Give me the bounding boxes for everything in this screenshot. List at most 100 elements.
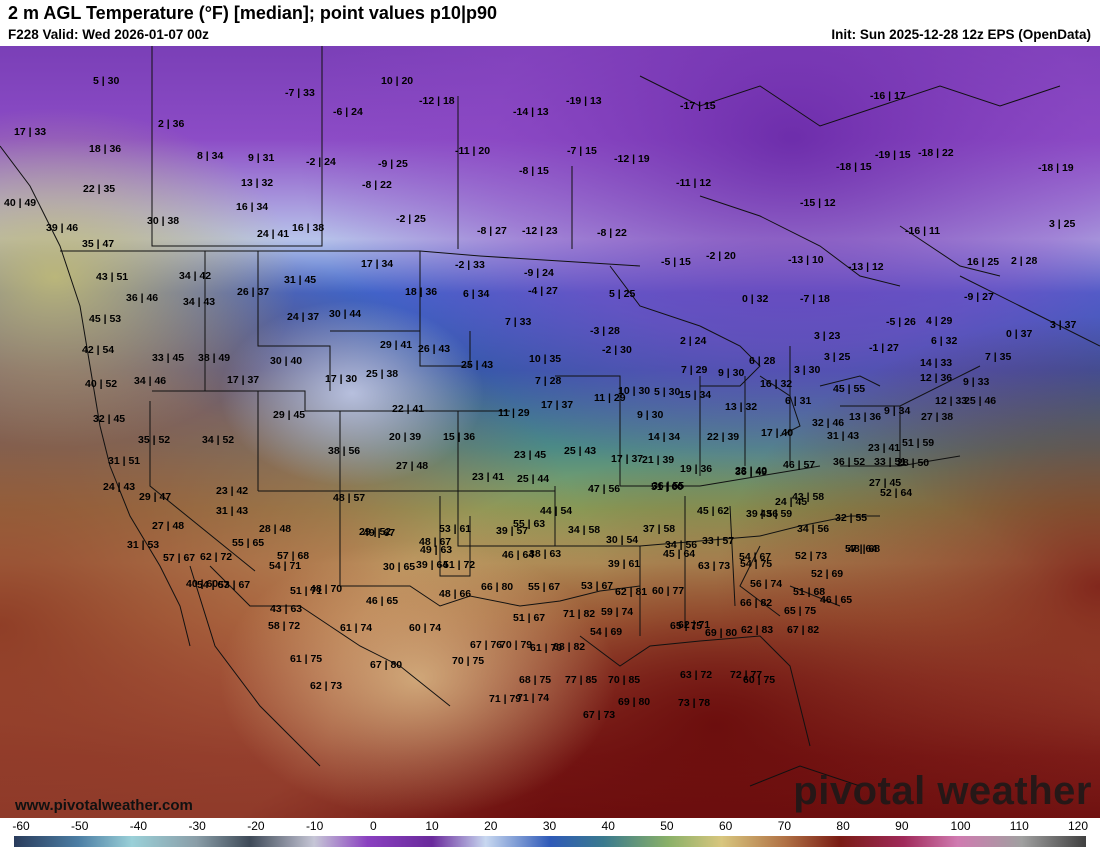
point-value-label: -3 | 28 [590,325,620,337]
point-value-label: 51 | 67 [513,612,546,624]
point-value-label: 51 | 72 [443,559,476,571]
point-value-label: 30 | 65 [383,561,416,573]
point-value-label: 7 | 35 [985,351,1012,363]
point-value-label: 59 | 74 [601,606,634,618]
point-value-label: 9 | 30 [718,367,745,379]
point-value-label: 42 | 54 [82,344,115,356]
point-value-label: 15 | 34 [679,389,712,401]
point-value-label: 17 | 37 [541,399,574,411]
point-value-label: 34 | 58 [568,524,601,536]
point-value-label: -1 | 27 [869,342,899,354]
point-value-label: 46 | 65 [820,594,853,606]
point-value-label: -8 | 27 [477,225,507,237]
boundaries [0,46,1100,787]
point-value-label: 23 | 40 [735,465,768,477]
point-value-label: -13 | 12 [848,261,884,273]
point-value-label: 30 | 54 [606,534,639,546]
point-value-label: 25 | 38 [366,368,399,380]
point-value-label: 46 | 57 [783,459,816,471]
point-value-label: 17 | 37 [611,453,644,465]
point-value-label: -12 | 18 [419,95,455,107]
point-value-label: 47 | 56 [588,483,621,495]
point-value-label: 27 | 38 [921,411,954,423]
colorbar-tick-label: -10 [305,819,324,833]
brand-watermark: pivotal weather [793,769,1092,813]
point-value-label: -7 | 33 [285,87,315,99]
point-value-label: 27 | 48 [152,520,185,532]
point-value-label: -2 | 20 [706,250,736,262]
point-value-label: 34 | 56 [665,539,698,551]
point-value-label: 14 | 34 [648,431,681,443]
point-value-label: 71 | 74 [517,692,550,704]
point-value-label: 67 | 73 [583,709,616,721]
point-value-label: 22 | 41 [392,403,425,415]
point-value-label: 39 | 56 [746,508,779,520]
init-time: Init: Sun 2025-12-28 12z EPS (OpenData) [831,27,1091,42]
point-value-label: 2 | 24 [680,335,707,347]
point-value-label: 46 | 65 [366,595,399,607]
point-value-label: 17 | 30 [325,373,358,385]
point-value-label: 31 | 53 [127,539,160,551]
point-value-label: 31 | 43 [216,505,249,517]
map-title: 2 m AGL Temperature (°F) [median]; point… [8,3,497,23]
point-value-label: 43 | 59 [760,508,793,520]
point-value-label: -8 | 22 [597,227,627,239]
point-value-label: 63 | 72 [680,669,713,681]
point-value-label: -16 | 11 [905,225,941,237]
point-value-label: 24 | 37 [287,311,320,323]
point-value-label: 10 | 30 [618,385,651,397]
point-value-label: 5 | 25 [609,288,636,300]
point-value-label: -18 | 22 [918,147,954,159]
point-value-label: 31 | 43 [827,430,860,442]
point-value-label: 9 | 30 [637,409,664,421]
point-value-label: 34 | 43 [183,296,216,308]
point-value-label: 52 | 73 [795,550,828,562]
point-value-label: 54 | 75 [740,558,773,570]
point-value-label: 27 | 45 [869,477,902,489]
point-value-label: 55 | 65 [232,537,265,549]
point-value-label: -2 | 24 [306,156,336,168]
point-value-label: 62 | 81 [615,586,648,598]
point-value-label: 22 | 39 [707,431,740,443]
point-value-label: 17 | 40 [761,427,794,439]
point-value-label: 58 | 72 [268,620,301,632]
point-value-label: 65 | 75 [670,620,703,632]
point-value-label: 67 | 76 [470,639,503,651]
point-value-label: -12 | 23 [522,225,558,237]
point-value-label: 44 | 54 [540,505,573,517]
point-value-label: 53 | 67 [218,579,251,591]
point-value-label: 26 | 43 [418,343,451,355]
point-value-label: 40 | 52 [85,378,118,390]
point-value-label: 54 | 67 [197,579,230,591]
point-value-label: 5 | 30 [654,386,681,398]
point-value-label: 45 | 62 [697,505,730,517]
point-value-label: 70 | 85 [608,674,641,686]
point-value-label: 16 | 25 [967,256,1000,268]
point-value-label: 37 | 58 [643,523,676,535]
point-value-label: 3 | 30 [794,364,821,376]
point-value-label: 3 | 25 [824,351,851,363]
point-value-label: 57 | 68 [277,550,310,562]
point-value-label: 34 | 46 [134,375,167,387]
point-value-label: 61 | 74 [340,622,373,634]
colorbar-tick-label: 100 [950,819,971,833]
point-value-label: -4 | 27 [528,285,558,297]
point-value-label: 26 | 37 [237,286,270,298]
point-value-label: 55 | 67 [528,581,561,593]
point-value-label: 25 | 43 [461,359,494,371]
point-value-label: 53 | 67 [581,580,614,592]
point-value-label: 19 | 36 [680,463,713,475]
point-value-label: 48 | 57 [333,492,366,504]
point-value-label: 48 | 66 [439,588,472,600]
point-value-label: 28 | 50 [897,457,930,469]
colorbar-tick-label: 110 [1009,819,1029,833]
point-value-label: 54 | 71 [269,560,302,572]
point-value-label: 10 | 35 [529,353,562,365]
point-value-label: -12 | 19 [614,153,650,165]
point-value-label: -19 | 13 [566,95,602,107]
point-value-label: 17 | 34 [361,258,394,270]
colorbar-tick-label: 50 [660,819,674,833]
point-value-label: 23 | 41 [472,471,505,483]
point-value-label: -18 | 19 [1038,162,1074,174]
point-value-label: 31 | 51 [108,455,141,467]
